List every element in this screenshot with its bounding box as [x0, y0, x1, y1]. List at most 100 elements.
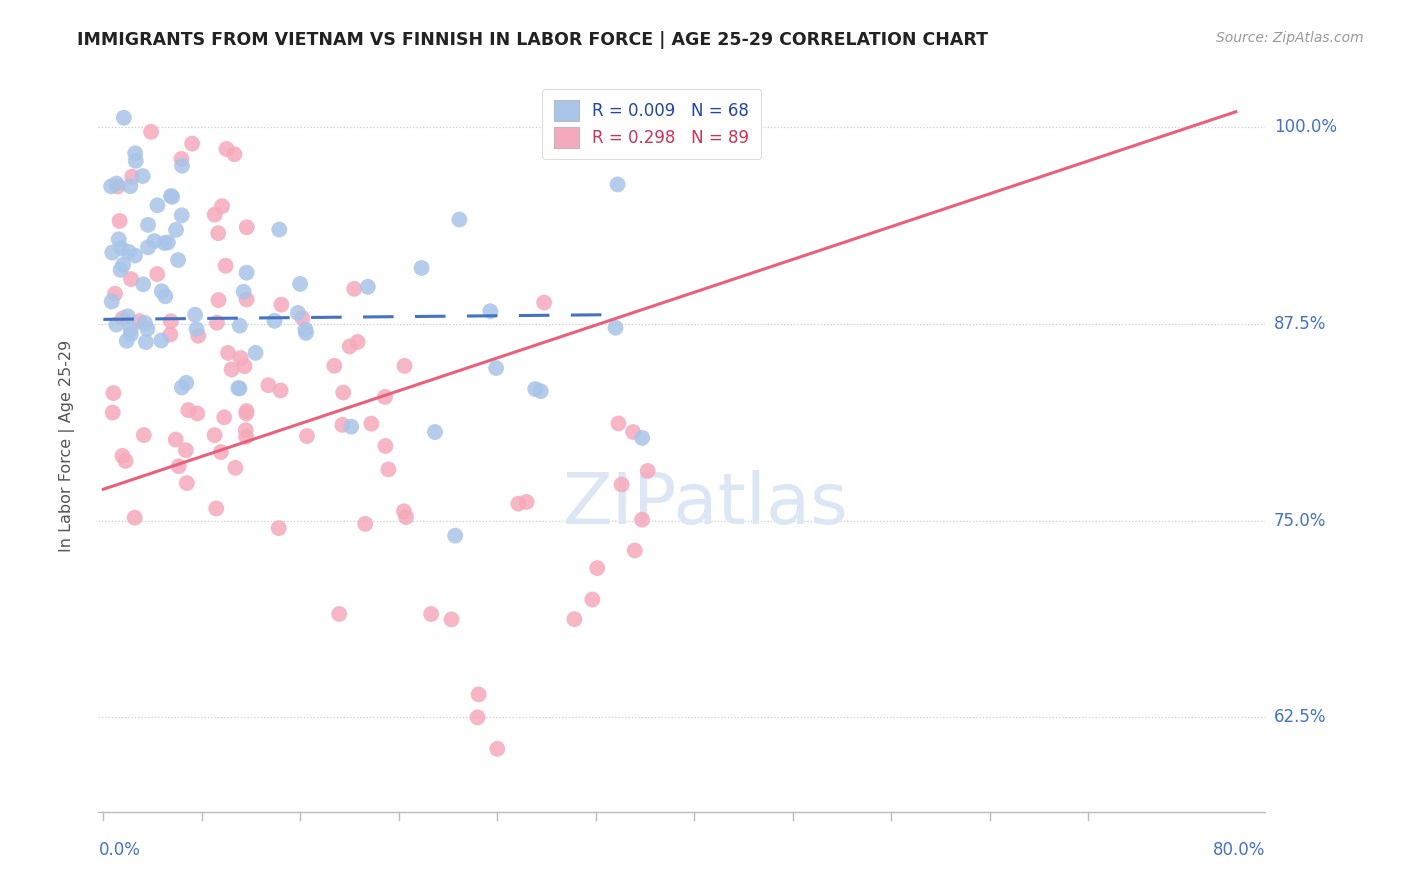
- Y-axis label: In Labor Force | Age 25-29: In Labor Force | Age 25-29: [59, 340, 75, 552]
- Point: [245, 346, 267, 360]
- Point: [217, 346, 239, 360]
- Point: [105, 177, 128, 191]
- Point: [392, 504, 415, 518]
- Point: [606, 178, 628, 192]
- Point: [124, 146, 146, 161]
- Point: [294, 322, 316, 336]
- Point: [207, 293, 229, 307]
- Point: [467, 688, 489, 702]
- Point: [100, 179, 122, 194]
- Point: [170, 152, 193, 166]
- Point: [186, 407, 208, 421]
- Point: [120, 322, 142, 336]
- Point: [117, 310, 139, 324]
- Point: [117, 244, 139, 259]
- Point: [181, 136, 204, 151]
- Point: [228, 381, 250, 395]
- Point: [135, 334, 157, 349]
- Point: [103, 386, 125, 401]
- Point: [346, 334, 368, 349]
- Point: [224, 147, 246, 161]
- Point: [440, 612, 463, 626]
- Point: [207, 226, 229, 240]
- Point: [228, 381, 250, 395]
- Point: [112, 258, 135, 272]
- Point: [235, 404, 257, 418]
- Point: [357, 280, 380, 294]
- Point: [120, 179, 142, 194]
- Point: [177, 403, 200, 417]
- Point: [423, 425, 446, 439]
- Point: [235, 423, 257, 437]
- Point: [377, 462, 399, 476]
- Point: [110, 263, 132, 277]
- Point: [524, 382, 547, 396]
- Text: 62.5%: 62.5%: [1274, 708, 1326, 726]
- Point: [215, 142, 238, 156]
- Point: [136, 322, 159, 336]
- Point: [132, 277, 155, 292]
- Point: [184, 308, 207, 322]
- Point: [332, 385, 354, 400]
- Point: [295, 429, 318, 443]
- Point: [101, 245, 124, 260]
- Point: [610, 477, 633, 491]
- Point: [115, 334, 138, 348]
- Text: 75.0%: 75.0%: [1274, 512, 1326, 530]
- Point: [586, 561, 609, 575]
- Point: [235, 430, 257, 444]
- Point: [160, 189, 183, 203]
- Point: [229, 351, 252, 365]
- Point: [167, 459, 190, 474]
- Point: [530, 384, 553, 399]
- Point: [508, 497, 530, 511]
- Point: [174, 443, 197, 458]
- Point: [160, 190, 183, 204]
- Point: [167, 253, 190, 268]
- Point: [374, 390, 396, 404]
- Point: [257, 378, 280, 392]
- Point: [160, 314, 183, 328]
- Point: [564, 612, 586, 626]
- Point: [159, 327, 181, 342]
- Point: [114, 454, 136, 468]
- Point: [176, 476, 198, 491]
- Point: [605, 320, 627, 334]
- Point: [224, 460, 246, 475]
- Point: [105, 318, 128, 332]
- Point: [165, 223, 187, 237]
- Point: [209, 445, 232, 459]
- Point: [186, 322, 208, 336]
- Point: [607, 417, 630, 431]
- Point: [354, 516, 377, 531]
- Point: [124, 249, 146, 263]
- Point: [146, 198, 169, 212]
- Point: [120, 272, 142, 286]
- Point: [121, 169, 143, 184]
- Point: [485, 361, 508, 376]
- Text: 80.0%: 80.0%: [1213, 841, 1265, 859]
- Point: [204, 208, 226, 222]
- Point: [146, 267, 169, 281]
- Point: [110, 242, 132, 256]
- Point: [125, 153, 148, 168]
- Point: [374, 439, 396, 453]
- Point: [143, 234, 166, 248]
- Point: [479, 304, 502, 318]
- Point: [449, 212, 471, 227]
- Point: [287, 306, 309, 320]
- Point: [136, 240, 159, 254]
- Point: [295, 326, 318, 340]
- Point: [288, 277, 311, 291]
- Point: [101, 406, 124, 420]
- Point: [205, 501, 228, 516]
- Point: [395, 510, 418, 524]
- Legend: R = 0.009   N = 68, R = 0.298   N = 89: R = 0.009 N = 68, R = 0.298 N = 89: [543, 88, 761, 160]
- Point: [340, 419, 363, 434]
- Point: [467, 710, 489, 724]
- Point: [269, 222, 291, 236]
- Point: [214, 259, 236, 273]
- Point: [165, 433, 187, 447]
- Point: [486, 741, 509, 756]
- Point: [150, 285, 173, 299]
